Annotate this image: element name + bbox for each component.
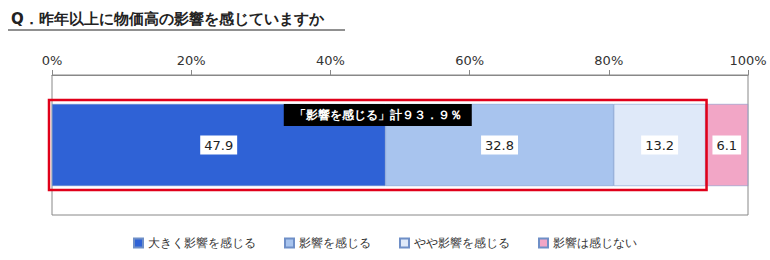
svg-text:6.1: 6.1 [716, 138, 737, 153]
svg-text:100%: 100% [729, 53, 766, 68]
svg-text:大きく影響を感じる: 大きく影響を感じる [148, 236, 256, 250]
svg-text:80%: 80% [594, 53, 623, 68]
svg-text:47.9: 47.9 [204, 138, 233, 153]
svg-text:60%: 60% [455, 53, 484, 68]
svg-text:やや影響を感じる: やや影響を感じる [414, 236, 510, 250]
svg-text:13.2: 13.2 [645, 138, 674, 153]
svg-text:32.8: 32.8 [485, 138, 514, 153]
svg-text:影響は感じない: 影響は感じない [553, 236, 637, 250]
svg-text:「影響を感じる」計９３．９％: 「影響を感じる」計９３．９％ [294, 108, 462, 122]
svg-text:40%: 40% [316, 53, 345, 68]
svg-text:Q．昨年以上に物価高の影響を感じていますか: Q．昨年以上に物価高の影響を感じていますか [11, 10, 325, 28]
svg-text:影響を感じる: 影響を感じる [299, 236, 371, 250]
svg-text:20%: 20% [177, 53, 206, 68]
svg-text:0%: 0% [42, 53, 63, 68]
